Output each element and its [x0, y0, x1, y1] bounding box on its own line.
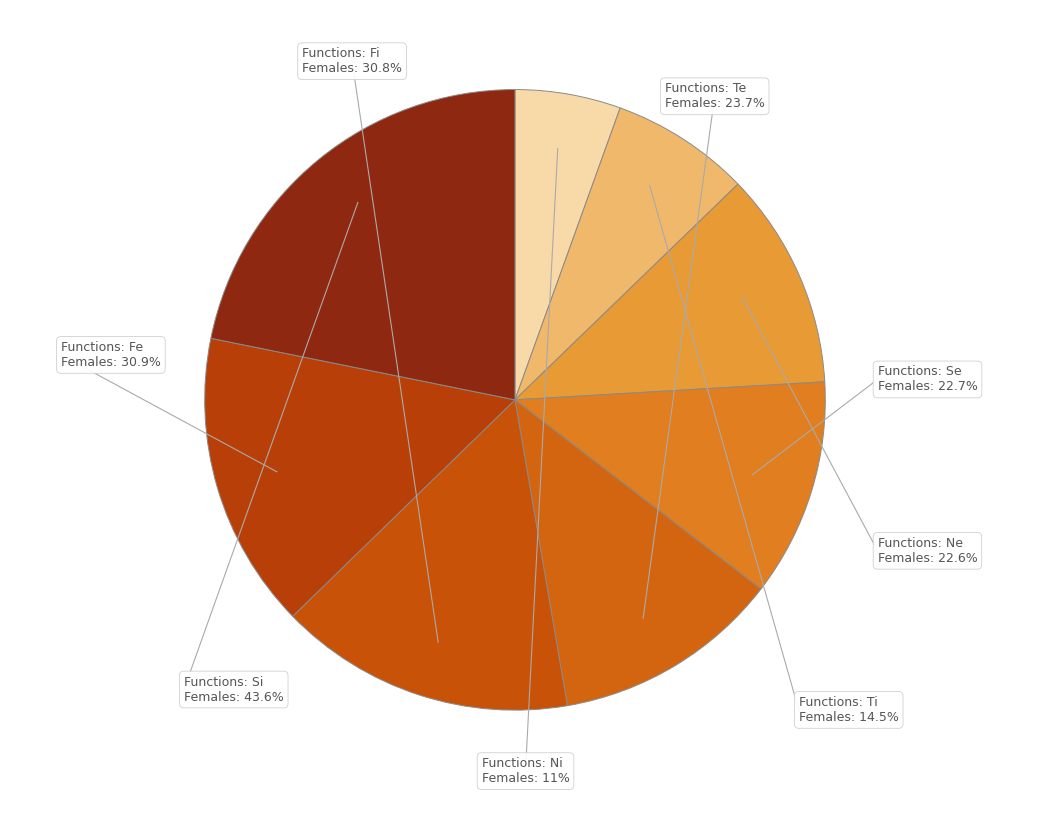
Text: Functions: Si
Females: 43.6%: Functions: Si Females: 43.6%: [184, 676, 284, 703]
Text: Functions: Ne
Females: 22.6%: Functions: Ne Females: 22.6%: [878, 537, 977, 565]
Wedge shape: [515, 108, 738, 400]
Text: Functions: Se
Females: 22.7%: Functions: Se Females: 22.7%: [878, 366, 977, 393]
Text: Functions: Te
Females: 23.7%: Functions: Te Females: 23.7%: [664, 82, 765, 110]
Wedge shape: [211, 90, 515, 400]
Text: Functions: Ni
Females: 11%: Functions: Ni Females: 11%: [481, 757, 570, 785]
Wedge shape: [515, 184, 825, 400]
Wedge shape: [515, 382, 825, 589]
Wedge shape: [515, 90, 620, 400]
Text: Functions: Fe
Females: 30.9%: Functions: Fe Females: 30.9%: [61, 341, 161, 369]
Text: Functions: Ti
Females: 14.5%: Functions: Ti Females: 14.5%: [799, 696, 899, 724]
Wedge shape: [205, 339, 515, 616]
Wedge shape: [292, 400, 568, 710]
Wedge shape: [515, 400, 761, 706]
Text: Functions: Fi
Females: 30.8%: Functions: Fi Females: 30.8%: [302, 47, 403, 75]
